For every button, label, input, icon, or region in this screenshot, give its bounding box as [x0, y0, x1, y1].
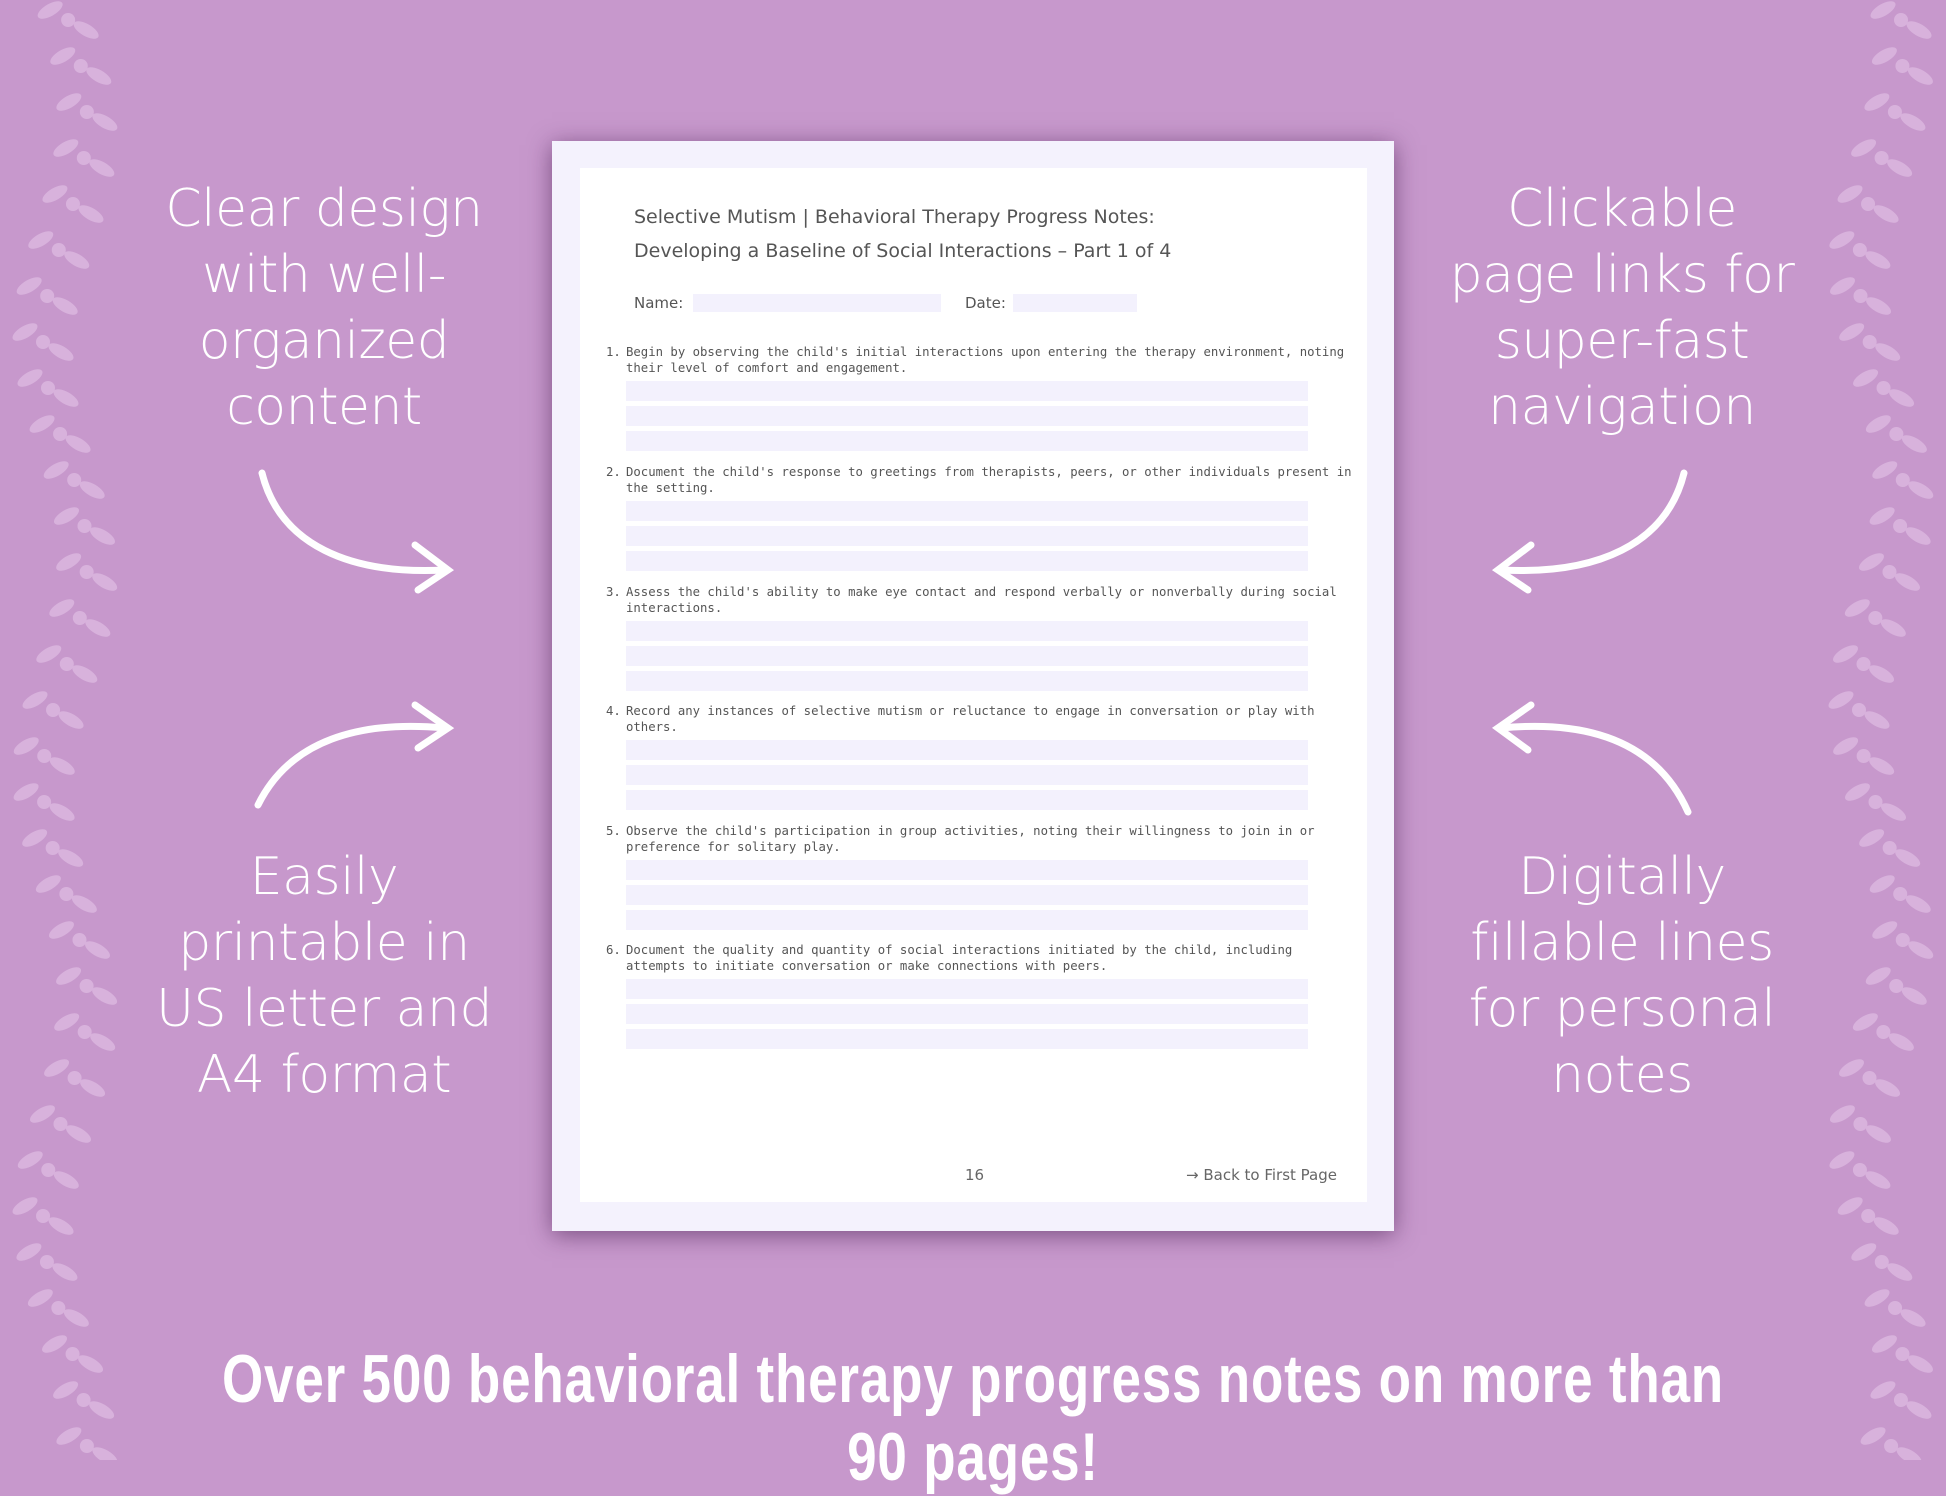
- curved-arrow-icon: [258, 469, 455, 594]
- answer-line[interactable]: [626, 1004, 1308, 1024]
- feature-line: navigation: [1488, 377, 1756, 437]
- feature-line: US letter and: [155, 979, 493, 1039]
- feature-line: super-fast: [1494, 311, 1750, 371]
- feature-line: page links for: [1449, 245, 1795, 305]
- document-subtitle: Developing a Baseline of Social Interact…: [634, 240, 1172, 262]
- answer-line[interactable]: [626, 740, 1308, 760]
- question-text: Observe the child's participation in gro…: [626, 824, 1315, 854]
- question-text: Document the quality and quantity of soc…: [626, 943, 1293, 973]
- answer-line[interactable]: [626, 765, 1308, 785]
- feature-line: Clickable: [1507, 179, 1737, 239]
- question-text: Record any instances of selective mutism…: [626, 704, 1315, 734]
- page-number: 16: [965, 1166, 985, 1184]
- answer-line[interactable]: [626, 979, 1308, 999]
- feature-fillable-lines: Digitally fillable lines for personal no…: [1412, 844, 1832, 1108]
- question-item: 6. Document the quality and quantity of s…: [606, 942, 1356, 1049]
- answer-line[interactable]: [626, 790, 1308, 810]
- promo-banner: Over 500 behavioral therapy progress not…: [222, 1341, 1724, 1495]
- answer-line[interactable]: [626, 381, 1308, 401]
- answer-line[interactable]: [626, 885, 1308, 905]
- question-number: 1.: [606, 345, 621, 359]
- feature-clickable-links: Clickable page links for super-fast navi…: [1412, 176, 1832, 440]
- question-item: 5. Observe the child's participation in g…: [606, 823, 1356, 930]
- answer-line[interactable]: [626, 526, 1308, 546]
- feature-line: Easily: [249, 847, 399, 907]
- question-number: 4.: [606, 704, 621, 718]
- answer-line[interactable]: [626, 621, 1308, 641]
- question-item: 2. Document the child's response to greet…: [606, 464, 1356, 571]
- feature-line: fillable lines: [1470, 913, 1774, 973]
- answer-line[interactable]: [626, 671, 1308, 691]
- document-title: Selective Mutism | Behavioral Therapy Pr…: [634, 206, 1155, 228]
- date-field[interactable]: [1013, 294, 1137, 312]
- question-number: 2.: [606, 465, 621, 479]
- answer-line[interactable]: [626, 646, 1308, 666]
- curved-arrow-icon: [254, 701, 455, 809]
- date-label: Date:: [965, 294, 1006, 312]
- feature-line: printable in: [178, 913, 470, 973]
- feature-line: Digitally: [1518, 847, 1726, 907]
- feature-printable: Easily printable in US letter and A4 for…: [114, 844, 534, 1108]
- question-text: Begin by observing the child's initial i…: [626, 345, 1345, 375]
- floral-vine-left-decoration: [12, 1, 118, 1460]
- question-item: 4. Record any instances of selective muti…: [606, 703, 1356, 810]
- question-number: 3.: [606, 585, 621, 599]
- answer-line[interactable]: [626, 406, 1308, 426]
- feature-line: with well-: [201, 245, 447, 305]
- feature-line: notes: [1551, 1045, 1693, 1105]
- feature-line: organized: [198, 311, 450, 371]
- curved-arrow-icon: [1491, 469, 1688, 594]
- feature-line: for personal: [1468, 979, 1776, 1039]
- question-number: 6.: [606, 943, 621, 957]
- answer-line[interactable]: [626, 551, 1308, 571]
- back-to-first-page-link[interactable]: → Back to First Page: [1186, 1166, 1337, 1184]
- feature-line: Clear design: [165, 179, 483, 239]
- answer-line[interactable]: [626, 860, 1308, 880]
- question-item: 1. Begin by observing the child's initial…: [606, 344, 1356, 451]
- answer-line[interactable]: [626, 910, 1308, 930]
- question-text: Document the child's response to greetin…: [626, 465, 1352, 495]
- question-number: 5.: [606, 824, 621, 838]
- question-text: Assess the child's ability to make eye c…: [626, 585, 1337, 615]
- feature-clear-design: Clear design with well- organized conten…: [114, 176, 534, 440]
- question-item: 3. Assess the child's ability to make eye…: [606, 584, 1356, 691]
- document-content: Selective Mutism | Behavioral Therapy Pr…: [580, 168, 1367, 1202]
- answer-line[interactable]: [626, 1029, 1308, 1049]
- document-page: Selective Mutism | Behavioral Therapy Pr…: [552, 141, 1394, 1231]
- feature-line: A4 format: [196, 1045, 452, 1105]
- floral-vine-right-decoration: [1828, 1, 1934, 1460]
- curved-arrow-icon: [1491, 701, 1692, 816]
- feature-line: content: [226, 377, 422, 437]
- name-label: Name:: [634, 294, 684, 312]
- answer-line[interactable]: [626, 501, 1308, 521]
- answer-line[interactable]: [626, 431, 1308, 451]
- name-field[interactable]: [693, 294, 941, 312]
